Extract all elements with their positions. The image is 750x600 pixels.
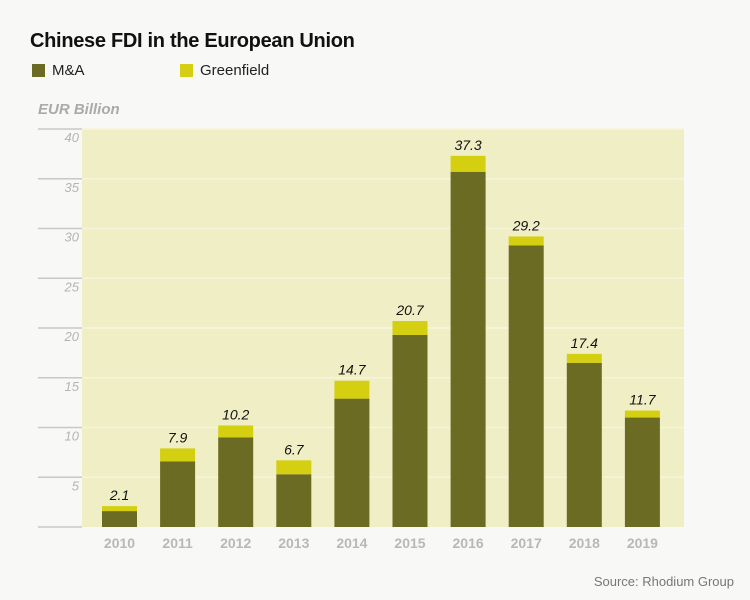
source-note: Source: Rhodium Group: [593, 574, 734, 589]
bar-greenfield-2012: [218, 425, 254, 438]
y-tick-label: 15: [65, 379, 80, 394]
x-tick-label: 2016: [453, 535, 484, 551]
x-tick-label: 2014: [336, 535, 367, 551]
data-label: 14.7: [338, 362, 366, 378]
x-tick-label: 2017: [511, 535, 542, 551]
bar-ma-2015: [392, 334, 428, 527]
legend-item-greenfield: Greenfield: [180, 62, 269, 79]
data-label: 10.2: [222, 407, 249, 423]
bar-greenfield-2016: [450, 155, 486, 172]
bar-ma-2013: [276, 474, 312, 527]
data-label: 37.3: [454, 137, 481, 153]
y-tick-label: 30: [65, 230, 80, 245]
data-label: 17.4: [571, 335, 598, 351]
bar-greenfield-2014: [334, 380, 370, 399]
bar-ma-2019: [624, 417, 660, 527]
bar-greenfield-2011: [160, 448, 196, 462]
y-tick-label: 35: [65, 180, 80, 195]
data-label: 2.1: [109, 487, 129, 503]
y-tick-label: 40: [65, 130, 80, 145]
x-tick-label: 2011: [162, 535, 193, 551]
bar-greenfield-2013: [276, 460, 312, 475]
y-tick-label: 5: [72, 478, 80, 493]
chart-title: Chinese FDI in the European Union: [30, 30, 355, 52]
bar-greenfield-2017: [508, 236, 544, 246]
bar-greenfield-2010: [102, 506, 137, 512]
legend-swatch-greenfield: [180, 64, 193, 77]
legend-item-ma: M&A: [32, 62, 85, 79]
bar-ma-2010: [102, 511, 137, 527]
data-label: 20.7: [395, 302, 424, 318]
data-label: 11.7: [629, 392, 656, 408]
bar-ma-2016: [450, 171, 486, 527]
bar-ma-2017: [508, 245, 544, 528]
x-tick-label: 2019: [627, 535, 658, 551]
bar-ma-2014: [334, 398, 370, 527]
legend-label-ma: M&A: [52, 62, 85, 79]
x-tick-label: 2013: [278, 535, 309, 551]
data-label: 29.2: [512, 217, 540, 233]
y-tick-label: 25: [64, 279, 80, 294]
x-tick-label: 2012: [220, 535, 251, 551]
x-tick-label: 2018: [569, 535, 600, 551]
y-axis-label: EUR Billion: [38, 101, 120, 118]
bar-ma-2011: [160, 461, 196, 527]
x-tick-label: 2015: [394, 535, 425, 551]
bar-greenfield-2015: [392, 321, 428, 335]
legend-swatch-ma: [32, 64, 45, 77]
data-label: 7.9: [168, 429, 188, 445]
legend-label-greenfield: Greenfield: [200, 62, 270, 79]
bar-ma-2012: [218, 437, 254, 527]
data-label: 6.7: [284, 441, 305, 457]
bar-greenfield-2019: [624, 410, 660, 418]
bar-greenfield-2018: [566, 353, 602, 363]
y-tick-label: 20: [64, 329, 80, 344]
bar-ma-2018: [566, 362, 602, 527]
y-tick-label: 10: [65, 429, 80, 444]
x-tick-label: 2010: [104, 535, 135, 551]
